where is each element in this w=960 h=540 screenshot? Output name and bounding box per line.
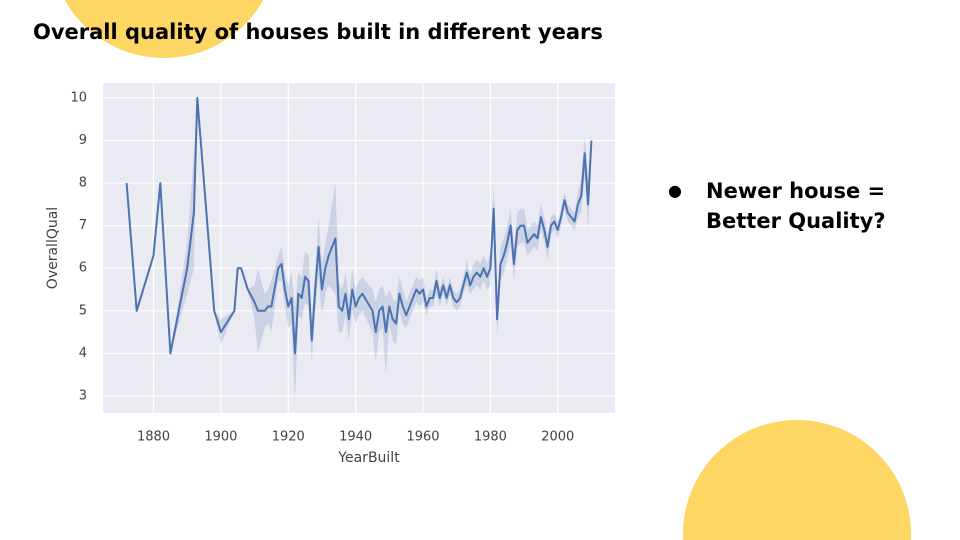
x-tick-label: 1880 [137,430,170,445]
x-tick-label: 1940 [339,430,372,445]
line [125,96,593,355]
bullet: Newer house = Better Quality? [668,176,896,236]
x-tick-label: 1980 [474,430,507,445]
x-axis-label: YearBuilt [337,450,400,466]
bullet-list: Newer house = Better Quality? [668,176,896,236]
x-tick-label: 2000 [541,430,574,445]
y-tick-label: 4 [79,346,87,361]
y-tick-label: 7 [79,218,87,233]
y-tick-label: 8 [79,176,87,191]
y-tick-label: 6 [79,261,87,276]
plot-background [103,83,615,413]
x-tick-label: 1920 [272,430,305,445]
y-tick-label: 3 [79,388,87,403]
y-tick-label: 5 [79,303,87,318]
y-tick-label: 10 [70,90,87,105]
slide-title: Overall quality of houses built in diffe… [33,20,603,44]
y-axis-label: OverallQual [45,207,61,289]
y-tick-label: 9 [79,133,87,148]
x-tick-label: 1900 [204,430,237,445]
x-tick-label: 1960 [406,430,439,445]
